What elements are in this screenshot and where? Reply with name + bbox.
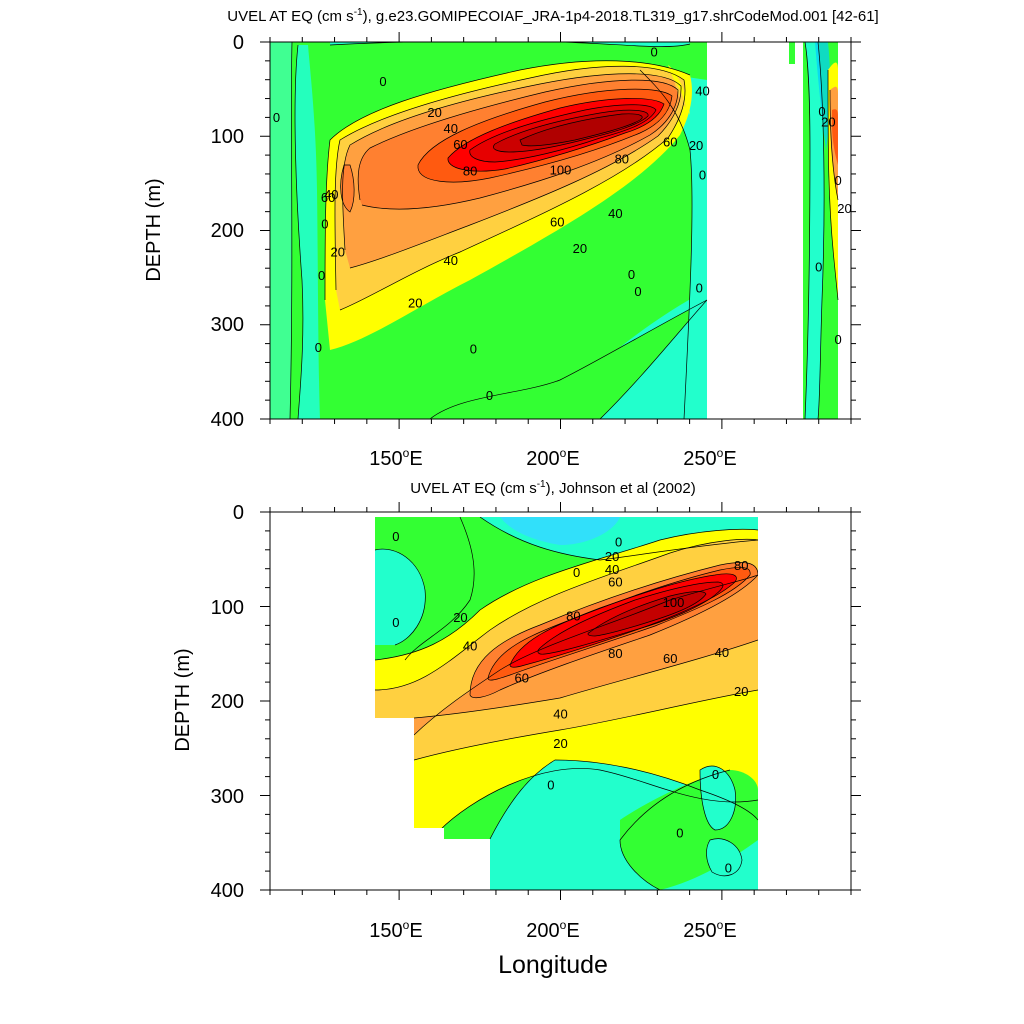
contour-label: 20 [837, 201, 851, 216]
contour-label: 80 [734, 558, 748, 573]
observation-contour-fill [375, 517, 758, 890]
x-tick-label: 150oE [369, 446, 422, 470]
observation-axis-ticks [260, 502, 861, 900]
x-tick-label: 150oE [369, 918, 422, 942]
contour-label: 40 [605, 562, 619, 577]
contour-label: 60 [663, 651, 677, 666]
contour-label: 0 [676, 826, 683, 841]
contour-label: 80 [463, 164, 477, 179]
contour-label: 0 [628, 267, 635, 282]
contour-label: 0 [470, 342, 477, 357]
contour-label: 20 [605, 549, 619, 564]
x-tick-label: 200oE [526, 446, 579, 470]
contour-label: 40 [463, 639, 477, 654]
contour-label: 60 [663, 134, 677, 149]
y-tick-label: 100 [211, 597, 244, 619]
model-panel: UVEL AT EQ (cm s-1), g.e23.GOMIPECOIAF_J… [143, 7, 879, 470]
y-tick-label: 400 [211, 880, 244, 902]
x-tick-label: 200oE [526, 918, 579, 942]
model-y-tick-labels: 0 100 200 300 400 [211, 32, 244, 431]
contour-label: 40 [608, 206, 622, 221]
contour-label: 0 [392, 615, 399, 630]
contour-label: 60 [515, 671, 529, 686]
observation-y-axis-label: DEPTH (m) [172, 648, 194, 751]
contour-label: 80 [566, 608, 580, 623]
model-x-tick-labels: 150oE 200oE 250oE [369, 446, 736, 470]
contour-label: 0 [712, 767, 719, 782]
contour-label: 0 [486, 388, 493, 403]
contour-label: 0 [318, 268, 325, 283]
contour-label: 0 [273, 110, 280, 125]
contour-label: 40 [444, 253, 458, 268]
y-tick-label: 200 [211, 220, 244, 242]
contour-label: 80 [608, 646, 622, 661]
contour-label: 20 [734, 684, 748, 699]
contour-label: 0 [696, 280, 703, 295]
contour-label: 100 [663, 595, 685, 610]
y-tick-label: 300 [211, 786, 244, 808]
x-tick-label: 250oE [683, 446, 736, 470]
contour-label: 20 [453, 610, 467, 625]
contour-label: 20 [331, 245, 345, 260]
y-tick-label: 200 [211, 691, 244, 713]
contour-label: 0 [634, 284, 641, 299]
y-tick-label: 100 [211, 126, 244, 148]
observation-panel: UVEL AT EQ (cm s-1), Johnson et al (2002… [172, 479, 861, 979]
y-tick-label: 400 [211, 409, 244, 431]
contour-label: 0 [725, 861, 732, 876]
contour-label: 20 [553, 736, 567, 751]
contour-label: 20 [427, 105, 441, 120]
observation-panel-title: UVEL AT EQ (cm s-1), Johnson et al (2002… [410, 479, 695, 497]
contour-label: 60 [550, 214, 564, 229]
contour-label: 60 [321, 190, 335, 205]
contour-label: 0 [815, 260, 822, 275]
contour-label: 60 [453, 137, 467, 152]
model-contour-fill [270, 42, 707, 419]
contour-label: 60 [608, 574, 622, 589]
model-contour-lines [289, 42, 839, 419]
observation-y-tick-labels: 0 100 200 300 400 [211, 502, 244, 902]
y-tick-label: 300 [211, 314, 244, 336]
contour-label: 20 [821, 114, 835, 129]
contour-label: 0 [834, 173, 841, 188]
contour-label: 20 [573, 241, 587, 256]
model-panel-title: UVEL AT EQ (cm s-1), g.e23.GOMIPECOIAF_J… [227, 7, 878, 25]
model-axis-ticks [260, 32, 861, 429]
contour-label: 40 [324, 187, 338, 202]
contour-label: 0 [818, 104, 825, 119]
y-tick-label: 0 [233, 32, 244, 54]
contour-label: 0 [379, 74, 386, 89]
observation-x-tick-labels: 150oE 200oE 250oE [369, 918, 736, 942]
contour-label: 0 [321, 216, 328, 231]
x-axis-label: Longitude [498, 951, 608, 979]
contour-label: 20 [689, 138, 703, 153]
contour-label: 0 [573, 565, 580, 580]
model-contour-fill-west [789, 42, 852, 419]
x-tick-label: 250oE [683, 918, 736, 942]
contour-label: 80 [615, 151, 629, 166]
contour-label: 40 [553, 707, 567, 722]
observation-contour-lines [375, 517, 758, 890]
contour-label: 0 [615, 535, 622, 550]
contour-label: 0 [650, 45, 657, 60]
contour-label: 0 [315, 340, 322, 355]
contour-label: 0 [547, 777, 554, 792]
contour-label: 0 [699, 167, 706, 182]
contour-label: 100 [550, 163, 572, 178]
model-y-axis-label: DEPTH (m) [143, 178, 165, 281]
contour-label: 20 [408, 295, 422, 310]
contour-label: 40 [695, 83, 709, 98]
contour-label: 0 [392, 529, 399, 544]
y-tick-label: 0 [233, 502, 244, 524]
contour-label: 40 [715, 645, 729, 660]
contour-label: 0 [834, 332, 841, 347]
contour-label: 40 [444, 121, 458, 136]
